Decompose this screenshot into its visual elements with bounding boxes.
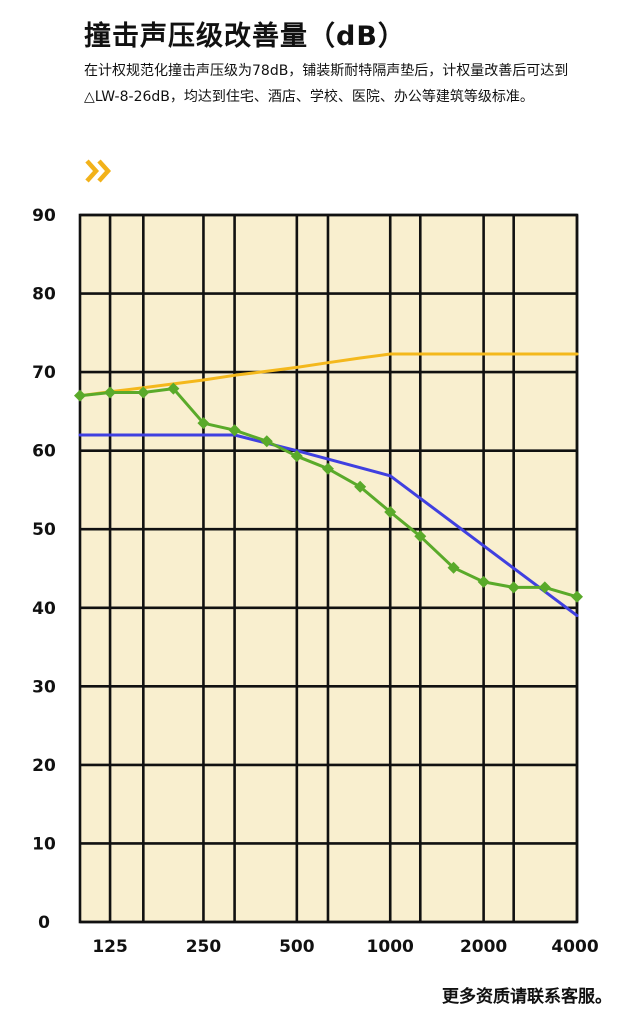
data-point-marker: [538, 581, 551, 594]
data-point-marker: [571, 590, 583, 603]
y-tick-label: 20: [32, 756, 56, 776]
y-tick-label: 40: [32, 599, 56, 619]
data-point-marker: [414, 530, 427, 543]
y-tick-label: 50: [32, 520, 56, 540]
data-point-marker: [354, 480, 367, 493]
chart: 0 10 20 30 40 50 60 70 80 90 125 250 500 1000 2000 4000: [32, 206, 599, 957]
series-line-1: [78, 352, 579, 398]
description-text: 在计权规范化撞击声压级为78dB，铺装斯耐特隔声垫后，计权量改善后可达到△LW-…: [84, 63, 569, 105]
y-tick-label: 90: [32, 206, 56, 226]
data-point-marker: [321, 462, 334, 475]
data-point-marker: [104, 386, 117, 399]
x-tick-label: 2000: [460, 937, 507, 957]
x-tick-label: 500: [279, 937, 315, 957]
data-point-marker: [290, 450, 303, 463]
y-tick-label: 80: [32, 285, 56, 305]
data-point-marker: [260, 435, 273, 448]
y-tick-label: 30: [32, 677, 56, 697]
data-point-marker: [477, 575, 490, 588]
data-point-marker: [74, 389, 86, 402]
data-point-marker: [137, 386, 150, 399]
y-tick-label: 70: [32, 363, 56, 383]
y-tick-label: 0: [38, 913, 50, 933]
page-title: 撞击声压级改善量（dB）: [84, 21, 406, 52]
x-tick-label: 250: [186, 937, 222, 957]
y-tick-label: 60: [32, 442, 56, 462]
y-tick-label: 10: [32, 834, 56, 854]
plot-frame: [78, 213, 579, 924]
data-point-marker: [167, 382, 180, 395]
data-point-marker: [197, 417, 210, 430]
data-point-marker: [228, 424, 241, 437]
data-point-marker: [507, 581, 520, 594]
x-tick-label: 4000: [551, 937, 598, 957]
x-tick-label: 1000: [367, 937, 414, 957]
data-point-marker: [447, 561, 460, 574]
x-tick-label: 125: [92, 937, 128, 957]
data-point-marker: [384, 505, 397, 518]
double-chevron-right-icon: [85, 159, 112, 183]
footer-contact-text: 更多资质请联系客服。: [442, 987, 612, 1007]
